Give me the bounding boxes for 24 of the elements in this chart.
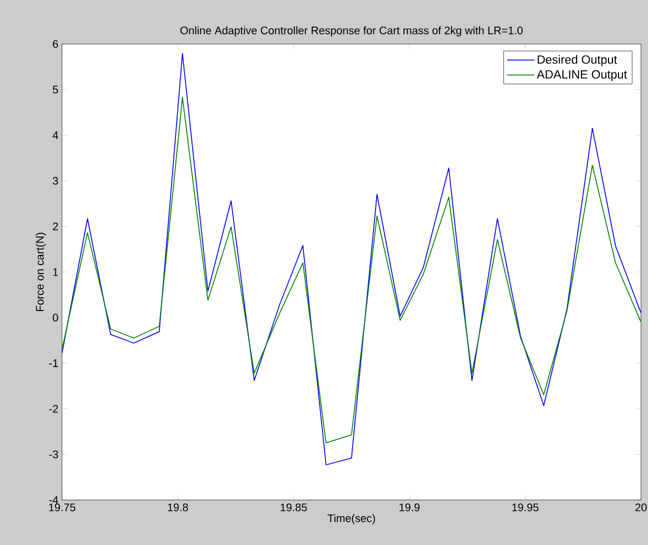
y-tick-label: 5	[52, 86, 58, 94]
y-tick-label: 3	[52, 176, 58, 185]
x-tick-label: 19.75	[49, 504, 76, 512]
y-tick-label: -2	[49, 404, 58, 413]
y-axis-title: Force on cart(N)	[36, 232, 46, 311]
y-tick-label: -3	[49, 450, 58, 458]
y-tick-label: -4	[49, 496, 58, 504]
legend-label: Desired Output	[538, 55, 618, 66]
x-axis-title: Time(sec)	[328, 514, 375, 524]
chart-title: Online Adaptive Controller Response for Cart mass of 2kg with LR=1.0	[180, 26, 523, 36]
y-tick-label: 1	[53, 268, 58, 276]
y-tick-label: 6	[52, 40, 58, 48]
line-series	[62, 96, 642, 444]
y-tick-label: 2	[52, 222, 58, 230]
x-tick-label: 19.9	[400, 504, 420, 512]
line-series	[62, 53, 642, 466]
x-tick-label: 19.85	[280, 504, 307, 512]
y-tick-label: -1	[49, 359, 58, 367]
y-tick-label: 4	[52, 131, 58, 139]
x-tick-label: 20	[635, 504, 647, 512]
x-tick-label: 19.95	[512, 504, 538, 512]
x-tick-label: 19.8	[168, 504, 188, 512]
legend-label: ADALINE Output	[536, 70, 628, 81]
y-tick-label: 0	[52, 314, 58, 322]
